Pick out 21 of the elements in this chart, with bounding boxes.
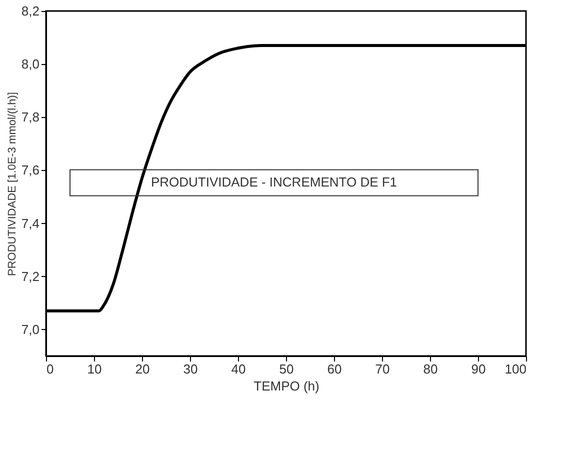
y-tick-label: 7,8 bbox=[21, 110, 40, 125]
x-tick-label: 60 bbox=[327, 362, 342, 376]
x-tick-label: 30 bbox=[183, 362, 198, 376]
x-tick-label: 80 bbox=[423, 362, 438, 376]
x-tick-label: 90 bbox=[471, 362, 486, 376]
y-tick-label: 8,0 bbox=[21, 56, 40, 72]
x-axis-title: TEMPO (h) bbox=[254, 378, 320, 394]
y-tick-label: 7,6 bbox=[21, 162, 40, 178]
x-tick-label: 10 bbox=[87, 362, 102, 376]
x-tick-label: 0 bbox=[46, 362, 54, 376]
y-axis-title: PRODUTIVIDADE [1.0E-3 mmol/(l.h)] bbox=[6, 92, 18, 276]
x-tick-label: 70 bbox=[375, 362, 390, 376]
x-tick-label: 50 bbox=[279, 362, 294, 376]
x-tick-label: 20 bbox=[135, 362, 150, 376]
x-tick-label: 100 bbox=[504, 362, 526, 376]
y-tick-label: 7,0 bbox=[21, 322, 40, 337]
y-tick-label: 7,4 bbox=[21, 216, 40, 231]
y-tick-label: 8,2 bbox=[21, 4, 40, 18]
x-tick-label: 40 bbox=[231, 362, 246, 376]
y-tick-label: 7,2 bbox=[21, 268, 40, 284]
annotation: PRODUTIVIDADE - INCREMENTO DE F1 bbox=[150, 174, 398, 190]
